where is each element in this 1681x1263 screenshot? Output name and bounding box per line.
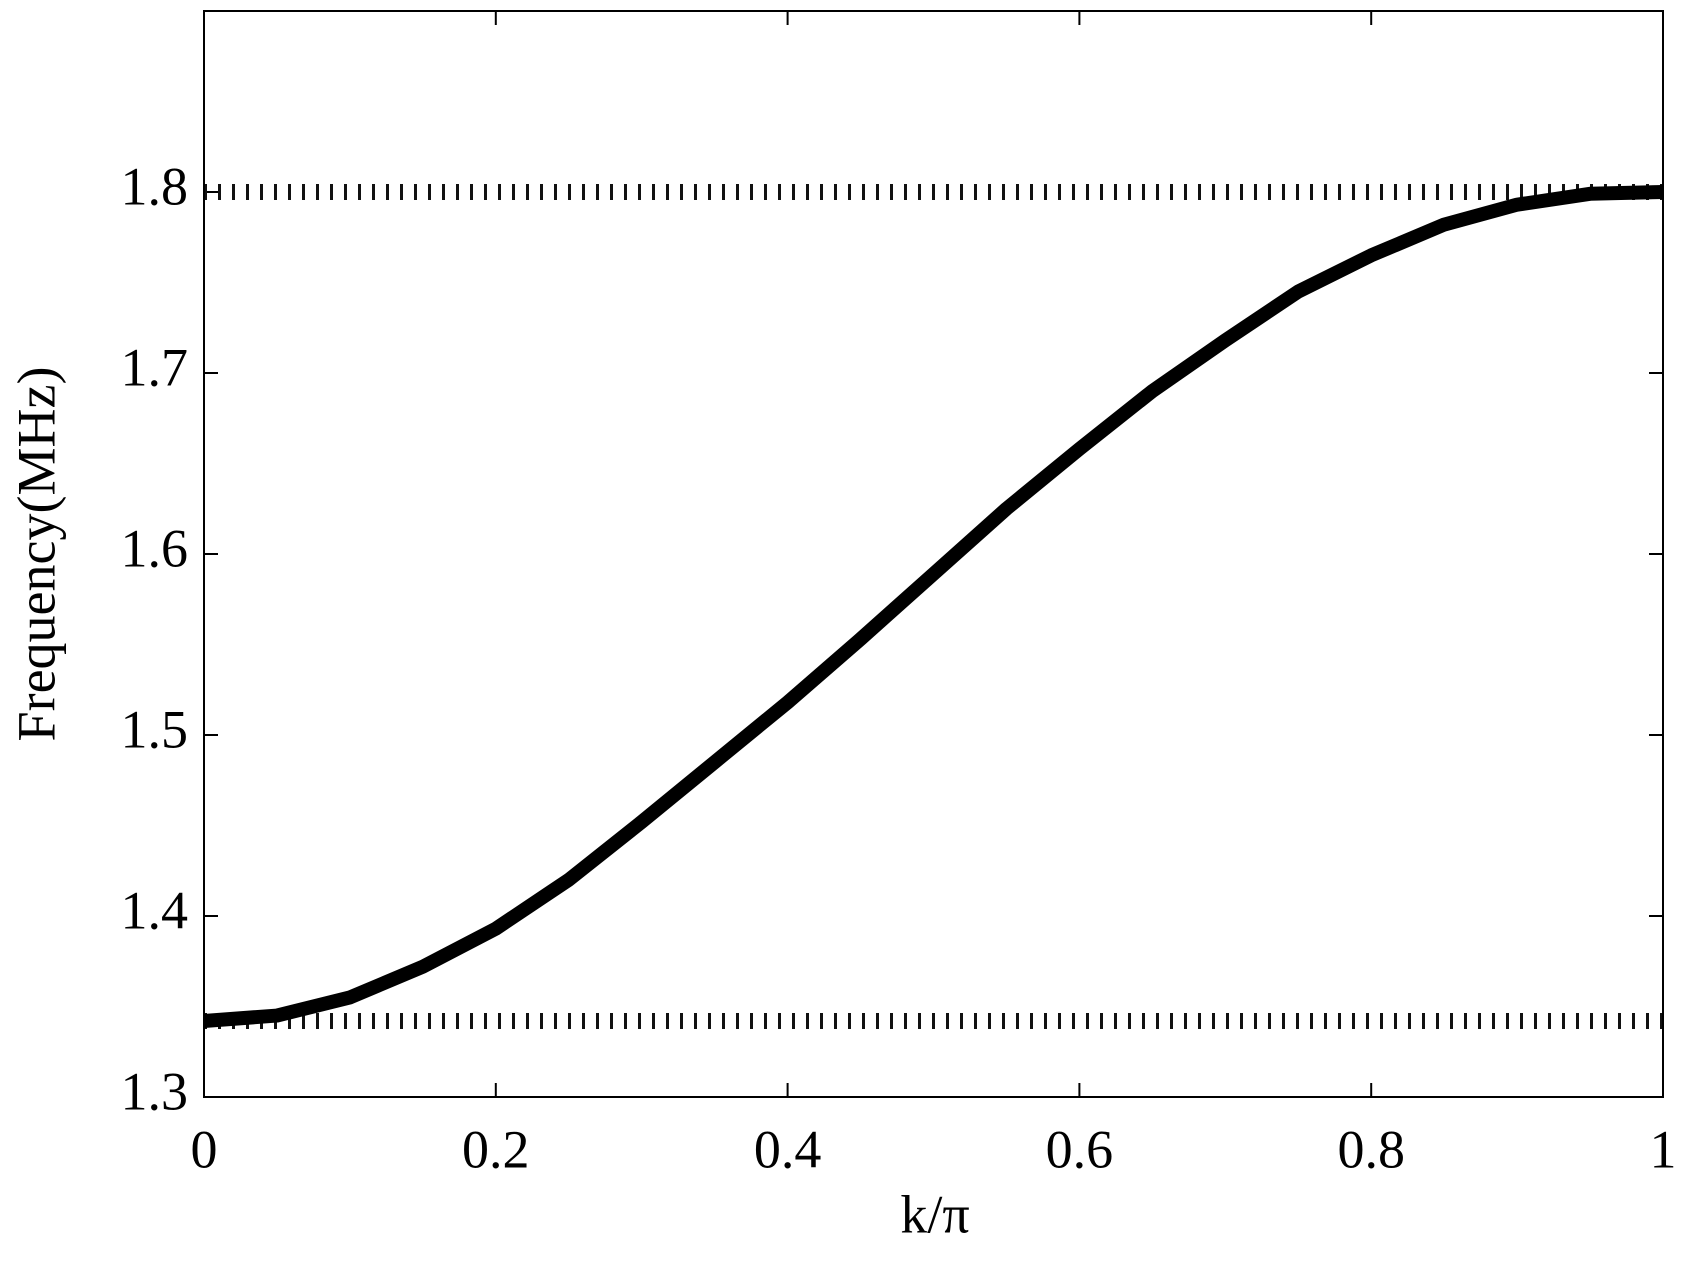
x-tick-label: 0.8 bbox=[1337, 1119, 1405, 1179]
y-axis-label: Frequency(MHz) bbox=[6, 367, 66, 742]
y-tick-label: 1.6 bbox=[121, 518, 189, 578]
plot-frame bbox=[203, 10, 1664, 1098]
x-tick-label: 0.6 bbox=[1046, 1119, 1114, 1179]
x-tick-label: 1 bbox=[1650, 1119, 1677, 1179]
data-line bbox=[203, 185, 1664, 1028]
x-tick-label: 0.4 bbox=[754, 1119, 822, 1179]
x-axis-label: k/π bbox=[900, 1184, 969, 1244]
y-tick-label: 1.3 bbox=[121, 1061, 189, 1121]
y-tick-label: 1.7 bbox=[121, 337, 189, 397]
y-tick-label: 1.4 bbox=[121, 880, 189, 940]
x-tick-label: 0 bbox=[191, 1119, 218, 1179]
x-tick-label: 0.2 bbox=[462, 1119, 530, 1179]
y-tick-label: 1.5 bbox=[121, 699, 189, 759]
y-tick-label: 1.8 bbox=[121, 156, 189, 216]
